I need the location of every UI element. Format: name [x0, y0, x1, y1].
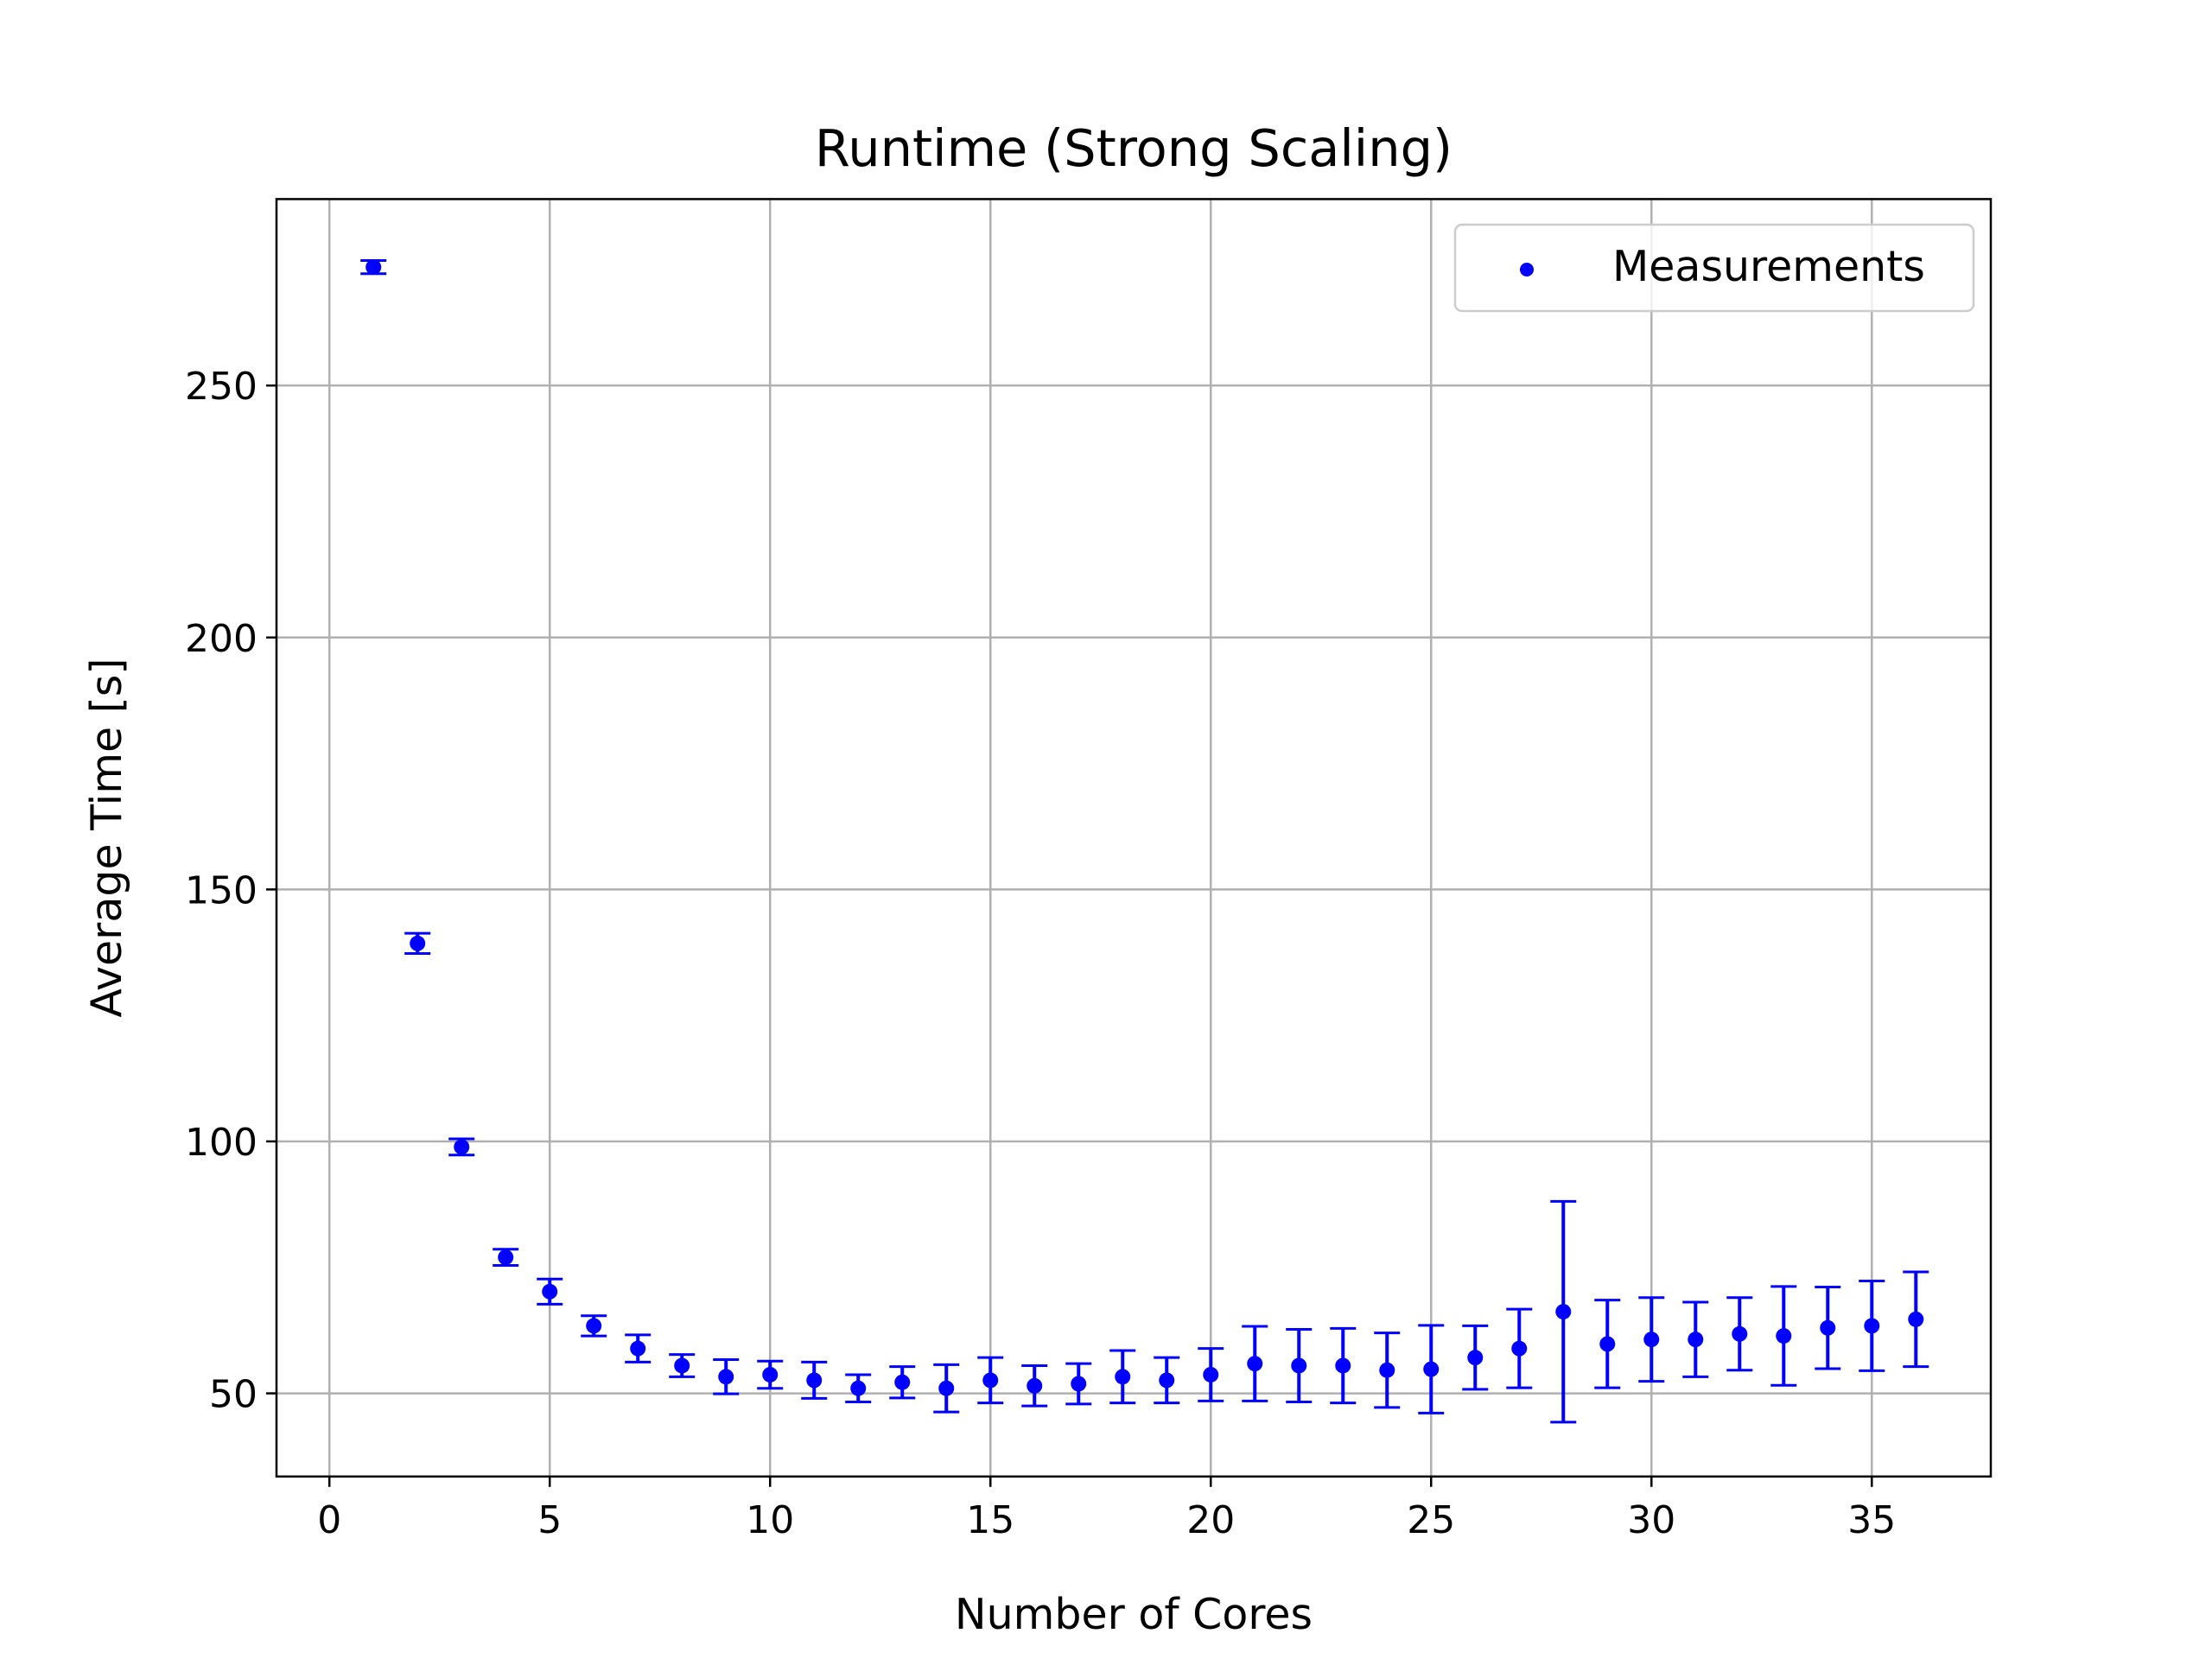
x-tick-label: 15 [966, 1498, 1014, 1542]
data-point [1242, 1325, 1268, 1402]
data-point [845, 1373, 872, 1403]
y-tick-label: 200 [185, 617, 257, 661]
data-point [933, 1363, 960, 1414]
data-point [1770, 1285, 1797, 1387]
data-point [889, 1365, 916, 1400]
point-marker [542, 1283, 558, 1300]
point-marker [1732, 1325, 1748, 1342]
data-point [1506, 1307, 1533, 1389]
x-tick-label: 25 [1407, 1498, 1455, 1542]
data-point [625, 1333, 652, 1363]
legend-box [1453, 223, 1975, 313]
data-point [1638, 1296, 1665, 1383]
point-marker [1820, 1319, 1836, 1336]
point-marker [1555, 1304, 1572, 1320]
point-marker [938, 1380, 955, 1396]
plot-frame [275, 198, 1993, 1478]
grid [276, 199, 1991, 1477]
point-marker [982, 1372, 999, 1389]
point-marker [1115, 1369, 1131, 1385]
data-point [1594, 1299, 1621, 1389]
data-point [1462, 1324, 1489, 1391]
point-marker [1599, 1336, 1616, 1352]
data-point [1859, 1280, 1885, 1372]
data-point [757, 1359, 784, 1390]
data-point [1418, 1324, 1445, 1414]
point-marker [762, 1366, 779, 1382]
x-tick-label: 30 [1627, 1498, 1675, 1542]
point-marker [1159, 1372, 1175, 1389]
point-marker [1203, 1366, 1219, 1382]
data-point [977, 1356, 1004, 1405]
data-point [1109, 1349, 1136, 1405]
point-marker [1335, 1357, 1351, 1374]
x-tick-label: 0 [317, 1498, 341, 1542]
point-marker [410, 935, 426, 951]
point-marker [586, 1318, 602, 1334]
y-axis-label: Average Time [s] [82, 658, 131, 1018]
axis-ticks: 0 5 10 15 20 25 30 35 50 100 150 200 250 [185, 365, 1896, 1542]
point-marker [718, 1369, 734, 1385]
legend: Measurements [1453, 223, 1975, 313]
data-point [1374, 1332, 1401, 1409]
point-marker [1688, 1332, 1704, 1348]
data-point [1198, 1347, 1224, 1402]
data-point [1903, 1270, 1929, 1369]
data-point [1065, 1362, 1092, 1406]
data-point [801, 1360, 828, 1400]
legend-marker [1520, 263, 1534, 276]
point-marker [1511, 1340, 1528, 1357]
data-point [713, 1357, 740, 1395]
point-marker [1864, 1318, 1880, 1334]
point-marker [365, 259, 382, 276]
point-marker [1071, 1376, 1087, 1392]
data-point [1286, 1328, 1313, 1403]
y-tick-label: 50 [209, 1373, 257, 1417]
y-tick-label: 150 [185, 868, 257, 912]
data-point [1021, 1363, 1048, 1408]
point-marker [1908, 1311, 1924, 1327]
y-tick-label: 250 [185, 365, 257, 409]
point-marker [1776, 1328, 1792, 1344]
point-marker [850, 1380, 867, 1396]
x-tick-label: 20 [1186, 1498, 1235, 1542]
point-marker [1027, 1377, 1043, 1394]
y-tick-label: 100 [185, 1121, 257, 1165]
data-point [537, 1277, 563, 1306]
data-point [1154, 1356, 1180, 1405]
data-point [448, 1137, 475, 1157]
point-marker [1291, 1357, 1307, 1374]
data-point [404, 931, 431, 955]
point-marker [630, 1340, 646, 1357]
data-point [1815, 1286, 1841, 1370]
x-tick-label: 10 [746, 1498, 794, 1542]
point-marker [454, 1139, 470, 1155]
data-point [1682, 1300, 1709, 1378]
point-marker [1467, 1350, 1484, 1366]
point-marker [498, 1249, 514, 1266]
point-marker [1247, 1356, 1263, 1372]
point-marker [1423, 1361, 1440, 1377]
data-point [1726, 1296, 1753, 1372]
data-point [493, 1248, 519, 1267]
data-point [1330, 1326, 1357, 1405]
data-point [669, 1353, 696, 1378]
x-tick-label: 5 [537, 1498, 562, 1542]
point-marker [1643, 1332, 1660, 1348]
legend-label: Measurements [1612, 242, 1925, 291]
data-point [360, 259, 387, 276]
point-marker [894, 1374, 911, 1390]
point-marker [1379, 1362, 1395, 1378]
x-axis-label: Number of Cores [955, 1590, 1313, 1639]
data-point [581, 1314, 607, 1338]
point-marker [806, 1372, 823, 1389]
series-measurements [360, 259, 1929, 1424]
x-tick-label: 35 [1847, 1498, 1896, 1542]
chart-title: Runtime (Strong Scaling) [815, 118, 1452, 178]
data-point [1550, 1199, 1577, 1424]
point-marker [674, 1357, 690, 1374]
